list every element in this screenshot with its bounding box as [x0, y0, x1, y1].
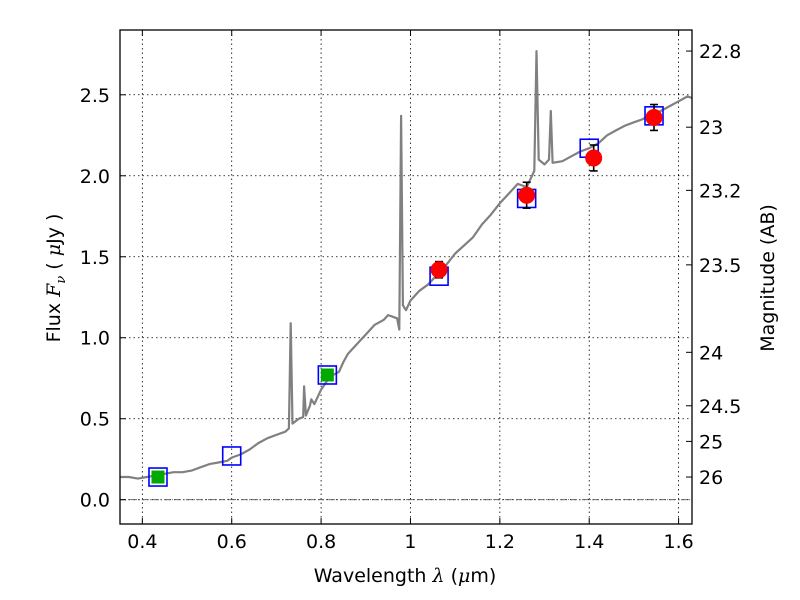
- right-tick-label: 25: [699, 431, 723, 453]
- right-ticks: 22.8 23 23.2 23.5 24 24.5 25 26: [686, 41, 741, 489]
- right-tick-label: 23.2: [699, 180, 741, 202]
- error-bars: [153, 103, 659, 483]
- y-tick-label: 1.0: [80, 328, 110, 350]
- y-ticks: 0.0 0.5 1.0 1.5 2.0 2.5: [80, 85, 126, 512]
- red-circle-marker: [430, 261, 448, 279]
- y-tick-label: 2.5: [80, 85, 110, 107]
- plot-frame: [119, 29, 693, 525]
- grid-lines: [120, 30, 692, 524]
- x-tick-label: 1.4: [574, 531, 604, 553]
- right-tick-label: 23.5: [699, 255, 741, 277]
- y-tick-label: 0.5: [80, 409, 110, 431]
- x-tick-label: 1: [404, 531, 416, 553]
- right-tick-label: 26: [699, 467, 723, 489]
- y-tick-label: 0.0: [80, 490, 110, 512]
- y-axis-label: Flux Fν ( μJy ): [43, 214, 69, 343]
- photometry-series: [151, 108, 663, 484]
- red-circle-marker: [518, 186, 536, 204]
- y-tick-label: 1.5: [80, 247, 110, 269]
- right-axis-label: Magnitude (AB): [757, 204, 779, 352]
- x-tick-label: 0.6: [217, 531, 247, 553]
- x-tick-label: 0.4: [127, 531, 157, 553]
- x-axis-label: Wavelength λ (μm): [314, 565, 497, 587]
- green-square-marker: [151, 470, 165, 484]
- right-tick-label: 24.5: [699, 396, 741, 418]
- right-tick-label: 22.8: [699, 41, 741, 63]
- red-circle-marker: [645, 108, 663, 126]
- model-photometry-series: [148, 106, 664, 487]
- spectrum-line: [120, 49, 693, 480]
- red-circle-marker: [585, 149, 603, 167]
- x-ticks: 0.4 0.6 0.8 1 1.2 1.4 1.6: [127, 30, 694, 553]
- x-tick-label: 1.2: [485, 531, 515, 553]
- model-square-marker: [148, 467, 168, 487]
- spectrum-series: [120, 49, 693, 480]
- right-tick-label: 24: [699, 342, 723, 364]
- green-square-marker: [320, 368, 334, 382]
- x-tick-label: 1.6: [663, 531, 693, 553]
- y-tick-label: 2.0: [80, 166, 110, 188]
- model-square-marker: [221, 446, 242, 466]
- x-tick-label: 0.8: [306, 531, 336, 553]
- model-square-marker: [317, 365, 338, 385]
- right-tick-label: 23: [699, 117, 723, 139]
